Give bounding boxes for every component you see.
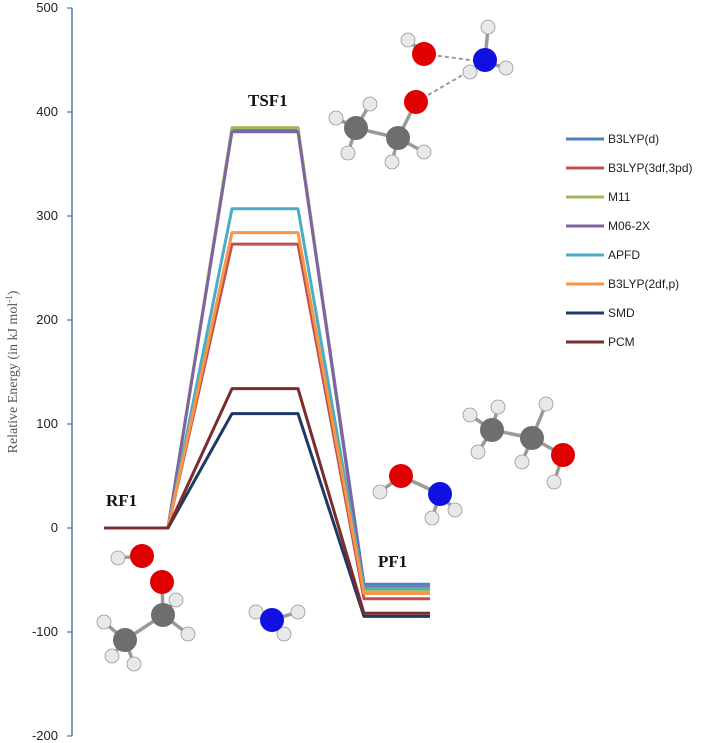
- y-axis-label: Relative Energy (in kJ mol-1): [4, 290, 21, 453]
- series-line-3: [104, 130, 430, 589]
- series-line-2: [104, 126, 430, 592]
- y-tick-label: 200: [36, 312, 58, 327]
- reactant-molecule-image: [96, 544, 306, 672]
- stage-label-tsf1: TSF1: [248, 91, 288, 110]
- legend: B3LYP(d) B3LYP(3df,3pd) M11 M06-2X APFD B3LYP…: [566, 132, 693, 349]
- legend-label: B3LYP(3df,3pd): [608, 161, 693, 175]
- ts-molecule-image: [328, 19, 514, 170]
- legend-label: SMD: [608, 306, 635, 320]
- y-tick-label: -100: [32, 624, 58, 639]
- y-tick-group: -200 -100 0 100 200 300 400 500: [32, 0, 72, 743]
- product-molecule-image: [372, 396, 575, 526]
- legend-label: B3LYP(d): [608, 132, 659, 146]
- y-axis-label-tail: ): [6, 290, 21, 295]
- legend-label: PCM: [608, 335, 635, 349]
- y-tick-label: 400: [36, 104, 58, 119]
- series-line-0: [104, 128, 430, 586]
- y-tick-label: 0: [51, 520, 58, 535]
- y-tick-label: 300: [36, 208, 58, 223]
- y-tick-label: 500: [36, 0, 58, 15]
- y-tick-label: 100: [36, 416, 58, 431]
- y-tick-label: -200: [32, 728, 58, 743]
- series-line-7: [104, 387, 430, 615]
- stage-label-pf1: PF1: [378, 552, 407, 571]
- y-axis: -200 -100 0 100 200 300 400 500: [32, 0, 73, 743]
- legend-label: M06-2X: [608, 219, 650, 233]
- legend-label: M11: [608, 190, 631, 204]
- stage-label-rf1: RF1: [106, 491, 137, 510]
- y-axis-label-main: Relative Energy (in kJ mol: [6, 303, 21, 454]
- y-axis-label-sup: -1: [4, 295, 14, 303]
- legend-label: B3LYP(2df,p): [608, 277, 679, 291]
- series-line-1: [104, 242, 430, 601]
- series-group: [104, 126, 430, 618]
- legend-label: APFD: [608, 248, 640, 262]
- series-line-4: [104, 207, 430, 590]
